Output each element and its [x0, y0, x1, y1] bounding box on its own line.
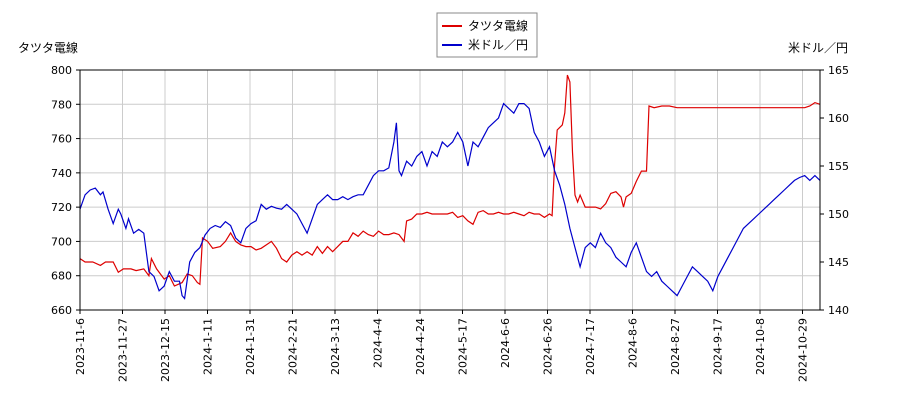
right-tick-label: 155	[828, 160, 849, 173]
x-tick-label: 2024-10-8	[754, 318, 767, 375]
left-tick-label: 740	[51, 167, 72, 180]
legend-label-1: 米ドル／円	[468, 38, 528, 52]
grid	[79, 69, 820, 311]
series-line-1	[79, 102, 821, 300]
series-layer	[79, 74, 821, 300]
left-axis-title: タツタ電線	[18, 40, 78, 55]
left-tick-label: 660	[51, 304, 72, 317]
x-tick-label: 2024-10-29	[797, 318, 810, 382]
x-tick-label: 2024-6-26	[542, 318, 555, 375]
x-tick-label: 2023-11-6	[74, 318, 87, 375]
right-tick-label: 140	[828, 304, 849, 317]
left-tick-label: 700	[51, 235, 72, 248]
left-tick-label: 760	[51, 133, 72, 146]
right-tick-label: 165	[828, 64, 849, 77]
right-axis-title: 米ドル／円	[788, 41, 848, 55]
left-tick-label: 680	[51, 270, 72, 283]
x-tick-label: 2024-4-4	[372, 318, 385, 368]
right-tick-label: 145	[828, 256, 849, 269]
x-tick-label: 2024-1-31	[244, 318, 257, 375]
left-tick-label: 780	[51, 98, 72, 111]
x-tick-label: 2024-2-21	[287, 318, 300, 375]
x-tick-label: 2024-8-6	[627, 318, 640, 368]
left-tick-label: 720	[51, 201, 72, 214]
x-tick-label: 2023-12-15	[159, 318, 172, 382]
legend: タツタ電線 米ドル／円	[436, 12, 538, 58]
right-tick-label: 160	[828, 112, 849, 125]
x-tick-label: 2024-4-24	[414, 318, 427, 375]
x-tick-label: 2024-7-17	[584, 318, 597, 375]
left-tick-label: 800	[51, 64, 72, 77]
right-tick-label: 150	[828, 208, 849, 221]
series-line-0	[79, 74, 821, 287]
x-tick-label: 2024-1-11	[202, 318, 215, 375]
x-tick-label: 2024-5-17	[457, 318, 470, 375]
x-tick-label: 2024-3-13	[329, 318, 342, 375]
axis-layer: 660 680 700 720 740 760 780 800 140 145 150 155 160 1…	[51, 64, 849, 382]
x-tick-label: 2024-6-6	[499, 318, 512, 368]
x-tick-label: 2023-11-27	[117, 318, 130, 382]
x-tick-label: 2024-9-17	[712, 318, 725, 375]
x-tick-label: 2024-8-27	[669, 318, 682, 375]
legend-label-0: タツタ電線	[468, 18, 528, 33]
plot-frame	[79, 69, 821, 311]
